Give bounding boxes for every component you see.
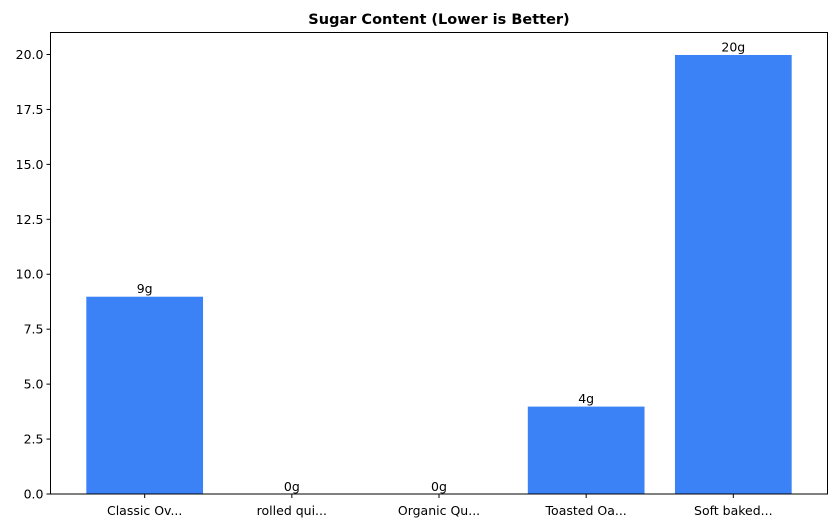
data-label: 4g [578,391,594,406]
y-tick-label: 5.0 [24,377,44,392]
y-tick-label: 7.5 [24,322,44,337]
y-tick-label: 2.5 [24,432,44,447]
x-tick-label: rolled qui... [257,503,327,518]
data-label: 9g [137,281,153,296]
y-tick-label: 10.0 [16,267,44,282]
y-tick-label: 15.0 [16,157,44,172]
bar [526,405,646,495]
x-tick-label: Organic Qu... [398,503,480,518]
axes-frame [50,32,828,495]
data-label: 0g [431,479,447,494]
y-tick-label: 20.0 [16,47,44,62]
y-tick-label: 0.0 [24,487,44,502]
x-tick-label: Classic Ov... [107,503,182,518]
data-label: 20g [721,39,745,54]
bar [673,53,793,495]
data-label: 0g [284,479,300,494]
y-tick-label: 12.5 [16,212,44,227]
x-tick-label: Soft baked... [694,503,773,518]
chart-title: Sugar Content (Lower is Better) [308,12,569,28]
bar [85,295,205,495]
x-tick-label: Toasted Oa... [545,503,627,518]
y-tick-label: 17.5 [16,102,44,117]
